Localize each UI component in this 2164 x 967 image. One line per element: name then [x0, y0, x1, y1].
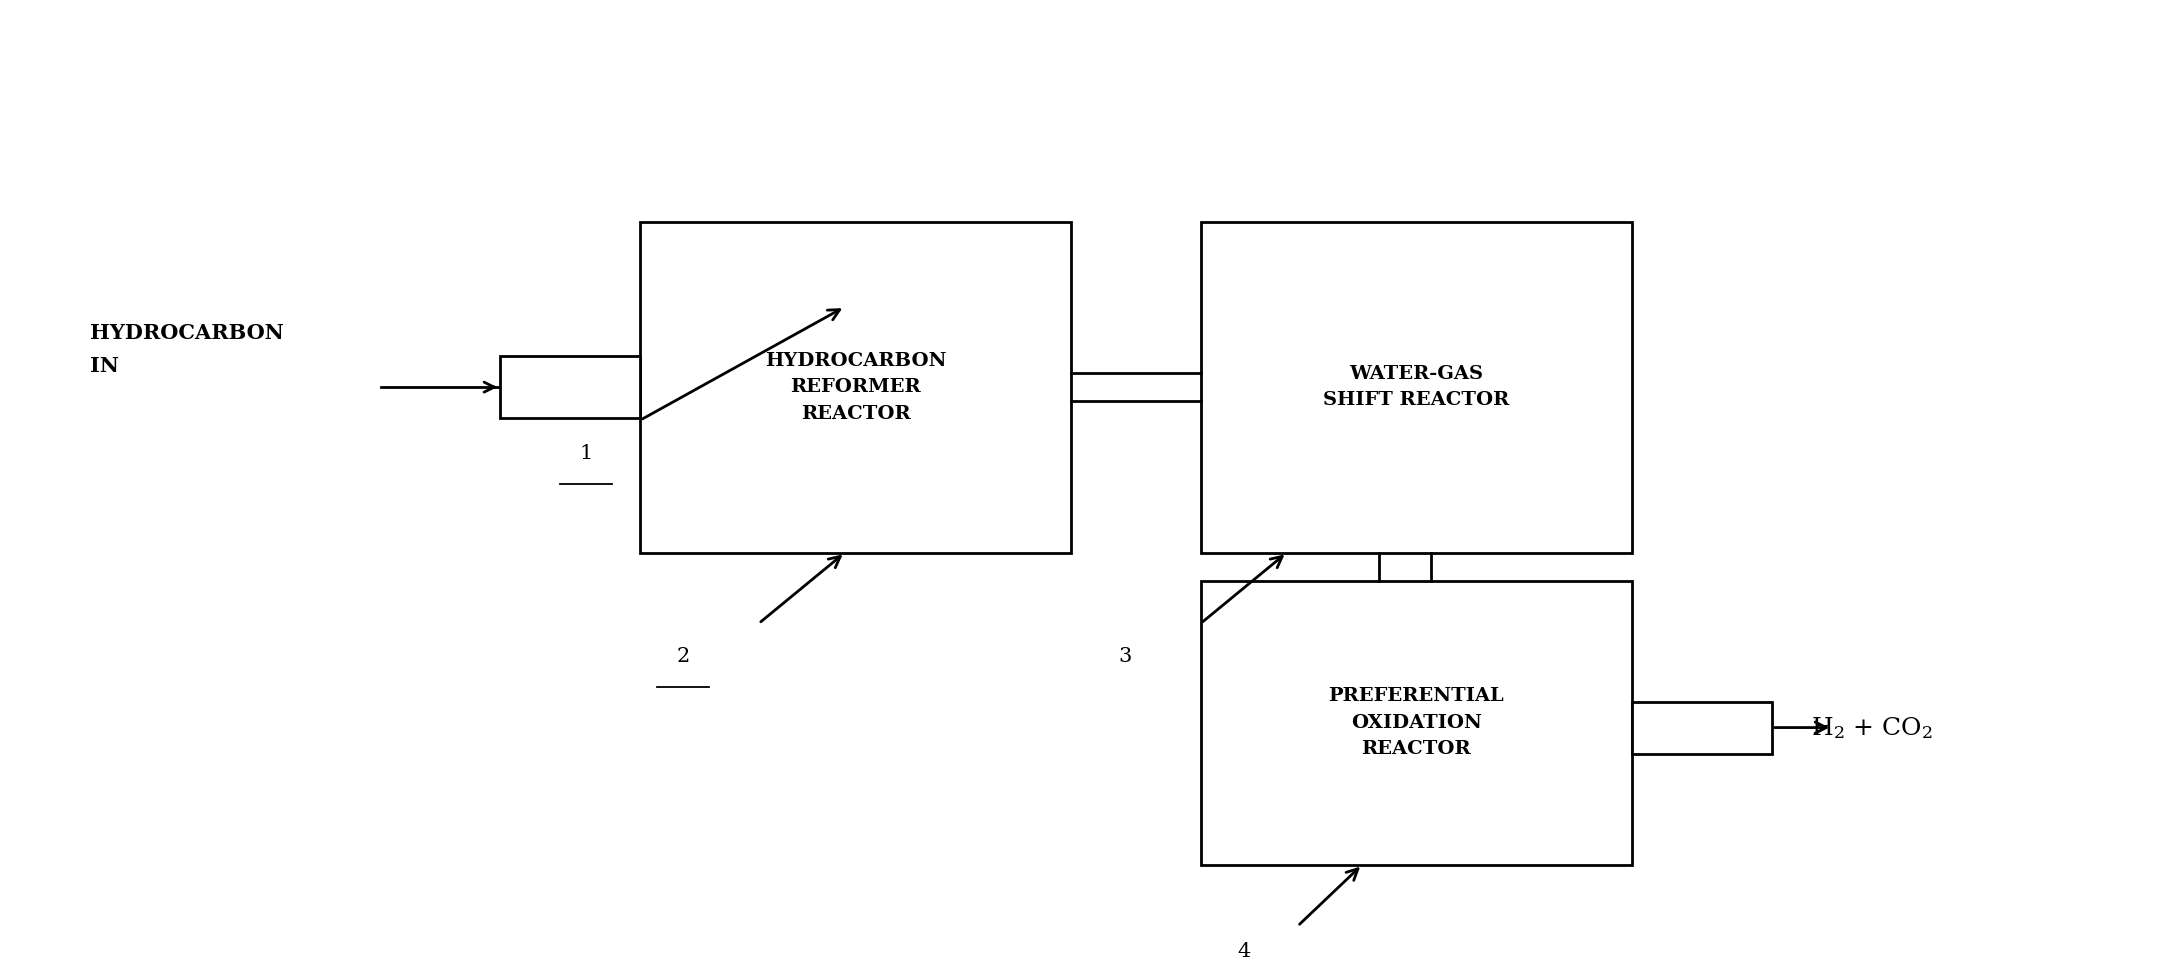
Bar [1201, 581, 1632, 864]
Text: 2: 2 [677, 647, 690, 666]
Bar [1201, 221, 1632, 552]
Text: HYDROCARBON
IN: HYDROCARBON IN [91, 323, 283, 376]
Text: 3: 3 [1119, 647, 1132, 666]
Text: 1: 1 [580, 444, 593, 463]
Text: PREFERENTIAL
OXIDATION
REACTOR: PREFERENTIAL OXIDATION REACTOR [1329, 688, 1504, 758]
Text: 4: 4 [1238, 942, 1251, 961]
Text: HYDROCARBON
REFORMER
REACTOR: HYDROCARBON REFORMER REACTOR [764, 352, 946, 423]
Text: WATER-GAS
SHIFT REACTOR: WATER-GAS SHIFT REACTOR [1322, 365, 1508, 409]
Bar [641, 221, 1071, 552]
Text: $\mathregular{H_2}$ + $\mathregular{CO_2}$: $\mathregular{H_2}$ + $\mathregular{CO_2… [1811, 715, 1932, 741]
Bar [1632, 702, 1772, 753]
Bar [500, 357, 641, 418]
